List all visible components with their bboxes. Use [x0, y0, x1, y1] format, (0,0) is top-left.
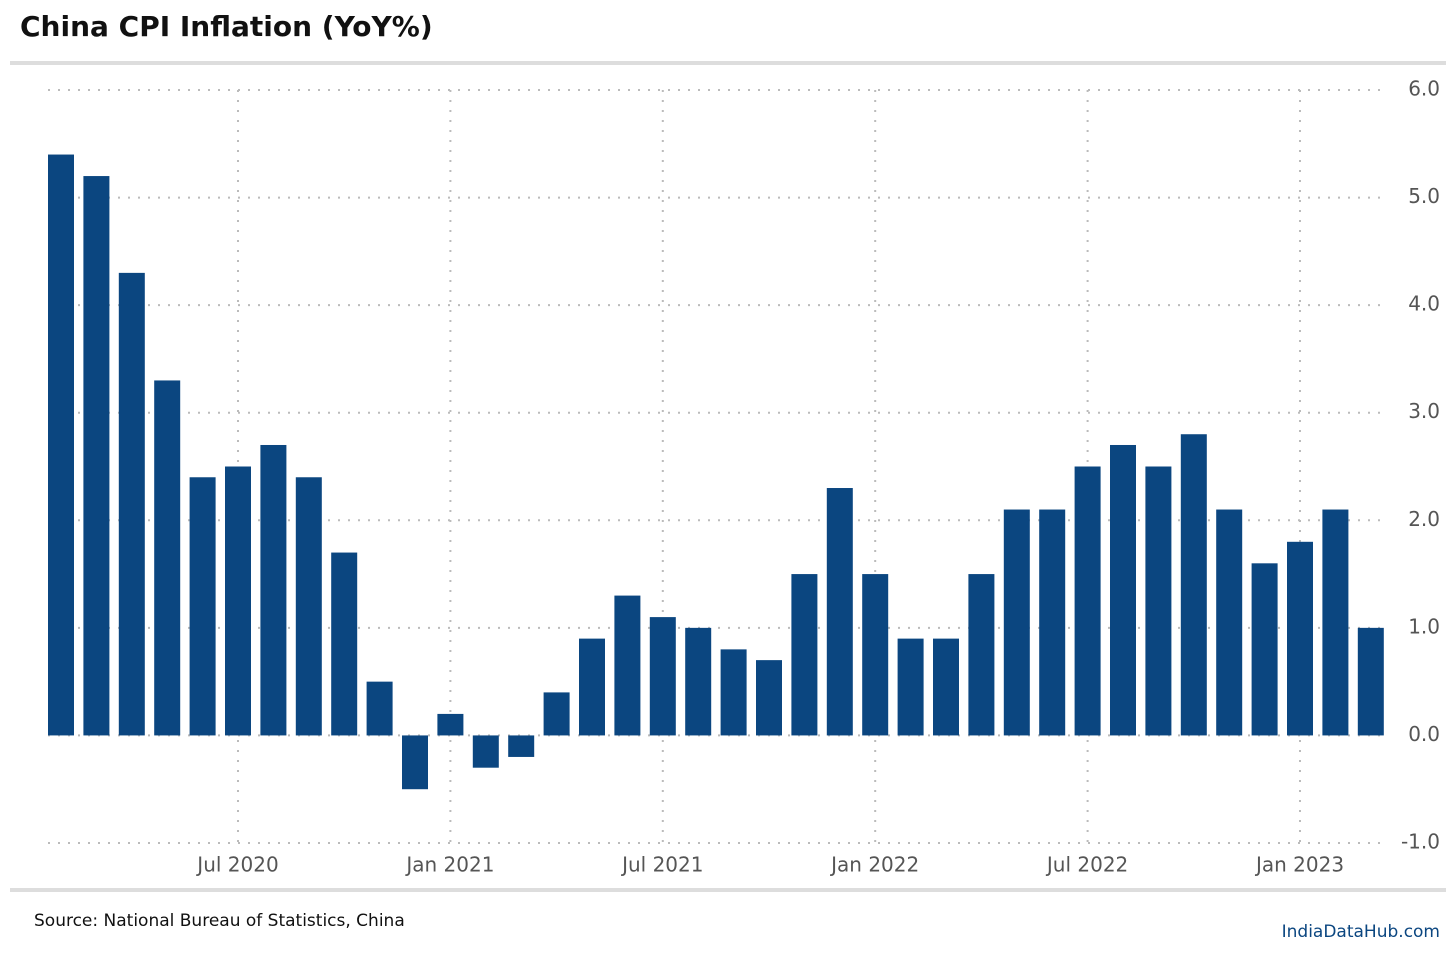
brand: IndiaDataHub.com — [1282, 922, 1440, 942]
bottom-rule — [10, 888, 1446, 892]
bar — [225, 466, 251, 736]
bar — [791, 574, 818, 736]
bar — [366, 681, 393, 736]
bar — [685, 627, 712, 736]
bar — [720, 649, 747, 736]
y-tick-label: 2.0 — [1408, 507, 1440, 531]
top-rule — [10, 61, 1446, 65]
bar — [437, 713, 464, 736]
bar — [1251, 563, 1278, 736]
bar — [508, 735, 535, 757]
y-tick-label: 4.0 — [1408, 292, 1440, 316]
bar — [189, 477, 216, 736]
y-tick-label: 1.0 — [1408, 614, 1440, 638]
bar — [1039, 509, 1066, 736]
bar — [154, 380, 181, 736]
chart-title: China CPI Inflation (YoY%) — [20, 10, 433, 43]
x-tick-label: Jan 2023 — [1254, 853, 1344, 877]
bar — [897, 638, 924, 736]
bar — [933, 638, 959, 736]
bar — [1003, 509, 1030, 736]
bar — [402, 735, 428, 790]
bar — [260, 444, 287, 736]
bar — [1180, 434, 1207, 736]
x-tick-label: Jul 2022 — [1045, 853, 1128, 877]
bar — [118, 272, 145, 736]
x-tick-label: Jan 2021 — [404, 853, 494, 877]
bar — [1357, 627, 1384, 736]
bar — [862, 574, 889, 736]
bar — [48, 154, 74, 736]
bar — [968, 574, 995, 736]
y-tick-label: 5.0 — [1408, 184, 1440, 208]
y-tick-label: 3.0 — [1408, 399, 1440, 423]
y-tick-label: 6.0 — [1408, 77, 1440, 101]
x-tick-label: Jan 2022 — [829, 853, 919, 877]
bar — [756, 660, 782, 736]
y-tick-label: -1.0 — [1401, 830, 1440, 854]
bar — [649, 617, 676, 736]
source-note: Source: National Bureau of Statistics, C… — [34, 911, 405, 931]
bar — [543, 692, 570, 736]
x-tick-label: Jul 2020 — [195, 853, 278, 877]
bar — [472, 735, 499, 768]
bar — [1216, 509, 1243, 736]
bar — [1287, 541, 1313, 736]
x-tick-label: Jul 2021 — [620, 853, 703, 877]
bar — [1110, 444, 1136, 736]
bar — [1145, 466, 1172, 736]
bar — [579, 638, 605, 736]
y-tick-label: 0.0 — [1408, 722, 1440, 746]
bar — [614, 595, 641, 736]
bar — [83, 176, 110, 736]
bar — [1322, 509, 1349, 736]
bar — [1074, 466, 1101, 736]
bar — [826, 488, 853, 736]
bar — [331, 552, 358, 736]
bar — [295, 477, 322, 736]
